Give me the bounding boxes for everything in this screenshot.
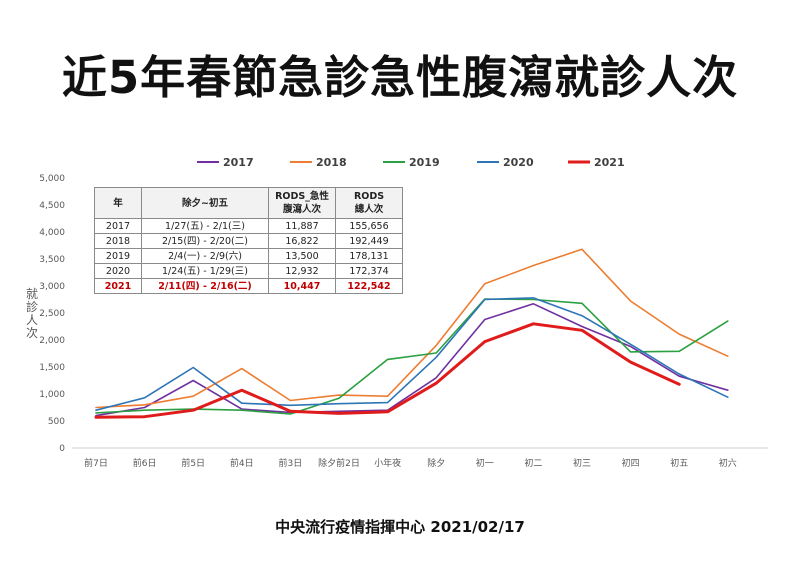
- table-cell: 2019: [94, 248, 142, 264]
- table-row: 2017 1/27(五) - 2/1(三) 11,887 155,656: [94, 218, 403, 234]
- table-cell: 10,447: [268, 278, 336, 294]
- x-tick-label: 前6日: [133, 457, 157, 469]
- y-tick-label: 2,500: [39, 309, 65, 319]
- footer-source: 中央流行疫情指揮中心 2021/02/17: [275, 518, 525, 536]
- table-row: 2018 2/15(四) - 2/20(二) 16,822 192,449: [94, 233, 403, 249]
- table-cell: 11,887: [268, 218, 336, 234]
- table-cell: 1/27(五) - 2/1(三): [141, 218, 269, 234]
- table-cell: 1/24(五) - 1/29(三): [141, 263, 269, 279]
- y-axis-title: 就診人次: [26, 287, 38, 340]
- table-cell: 2018: [94, 233, 142, 249]
- series-line-2018: [95, 248, 729, 409]
- table-cell: 192,449: [335, 233, 403, 249]
- table-row-highlight: 2021 2/11(四) - 2/16(二) 10,447 122,542: [94, 278, 403, 294]
- legend-label-2017: 2017: [223, 156, 254, 169]
- y-tick-label: 4,500: [39, 201, 65, 211]
- table-header-cell: 年: [94, 187, 142, 219]
- table-header-cell: RODS 總人次: [335, 187, 403, 219]
- y-axis: 0 500 1,000 1,500 2,000 2,500 3,000 3,500 4,000 4…: [39, 174, 65, 454]
- summary-table: 年 除夕~初五 RODS_急性 腹瀉人次 RODS 總人次 2017 1/27(…: [94, 187, 403, 294]
- x-tick-label: 前7日: [84, 457, 108, 469]
- x-tick-label: 除夕: [427, 457, 445, 469]
- y-tick-label: 1,500: [39, 363, 65, 373]
- y-axis-title-char: 就: [26, 287, 38, 301]
- series-line-2021: [94, 322, 681, 419]
- x-tick-label: 前3日: [279, 457, 303, 469]
- table-cell: 178,131: [335, 248, 403, 264]
- x-tick-label: 初六: [719, 457, 737, 469]
- table-row: 2019 2/4(一) - 2/9(六) 13,500 178,131: [94, 248, 403, 264]
- legend: 2017 2018 2019 2020 2021: [197, 156, 625, 169]
- table-cell: 2/15(四) - 2/20(二): [141, 233, 269, 249]
- table-header-cell: 除夕~初五: [141, 187, 269, 219]
- x-tick-label: 初五: [670, 457, 688, 469]
- y-tick-label: 3,500: [39, 255, 65, 265]
- y-axis-title-char: 診: [26, 299, 38, 314]
- y-tick-label: 3,000: [39, 282, 65, 292]
- y-tick-label: 0: [59, 444, 65, 454]
- y-axis-title-char: 次: [26, 326, 38, 340]
- table-header-cell: RODS_急性 腹瀉人次: [268, 187, 336, 219]
- table-cell: 2/11(四) - 2/16(二): [141, 278, 269, 294]
- table-cell: 155,656: [335, 218, 403, 234]
- legend-label-2019: 2019: [409, 156, 440, 169]
- x-tick-label: 初二: [524, 457, 542, 469]
- y-tick-label: 500: [48, 417, 65, 427]
- x-axis: 前7日 前6日 前5日 前4日 前3日 除夕前2日 小年夜 除夕 初一 初二 初三 初四 初五 初六: [84, 457, 737, 469]
- series-line-2019: [95, 298, 729, 415]
- table-header-row: 年 除夕~初五 RODS_急性 腹瀉人次 RODS 總人次: [94, 187, 403, 219]
- series-group: [94, 248, 729, 419]
- legend-label-2018: 2018: [316, 156, 347, 169]
- y-tick-label: 2,000: [39, 336, 65, 346]
- table-cell: 12,932: [268, 263, 336, 279]
- x-tick-label: 除夕前2日: [318, 457, 360, 469]
- legend-label-2021: 2021: [594, 156, 625, 169]
- table-cell: 172,374: [335, 263, 403, 279]
- x-tick-label: 初四: [622, 457, 640, 469]
- x-tick-label: 初三: [573, 457, 591, 469]
- x-tick-label: 前4日: [230, 457, 254, 469]
- table-row: 2020 1/24(五) - 1/29(三) 12,932 172,374: [94, 263, 403, 279]
- table-cell: 2/4(一) - 2/9(六): [141, 248, 269, 264]
- y-tick-label: 4,000: [39, 228, 65, 238]
- table-cell: 2017: [94, 218, 142, 234]
- table-cell: 2020: [94, 263, 142, 279]
- y-axis-title-char: 人: [26, 313, 38, 327]
- x-tick-label: 前5日: [181, 457, 205, 469]
- y-tick-label: 1,000: [39, 390, 65, 400]
- x-tick-label: 小年夜: [374, 457, 401, 469]
- page-title: 近5年春節急診急性腹瀉就診人次: [61, 51, 739, 104]
- y-tick-label: 5,000: [39, 174, 65, 184]
- table-cell: 122,542: [335, 278, 403, 294]
- x-tick-label: 初一: [476, 457, 494, 469]
- table-cell: 16,822: [268, 233, 336, 249]
- legend-label-2020: 2020: [503, 156, 534, 169]
- table-cell: 2021: [94, 278, 142, 294]
- series-line-2020: [95, 297, 729, 412]
- table-cell: 13,500: [268, 248, 336, 264]
